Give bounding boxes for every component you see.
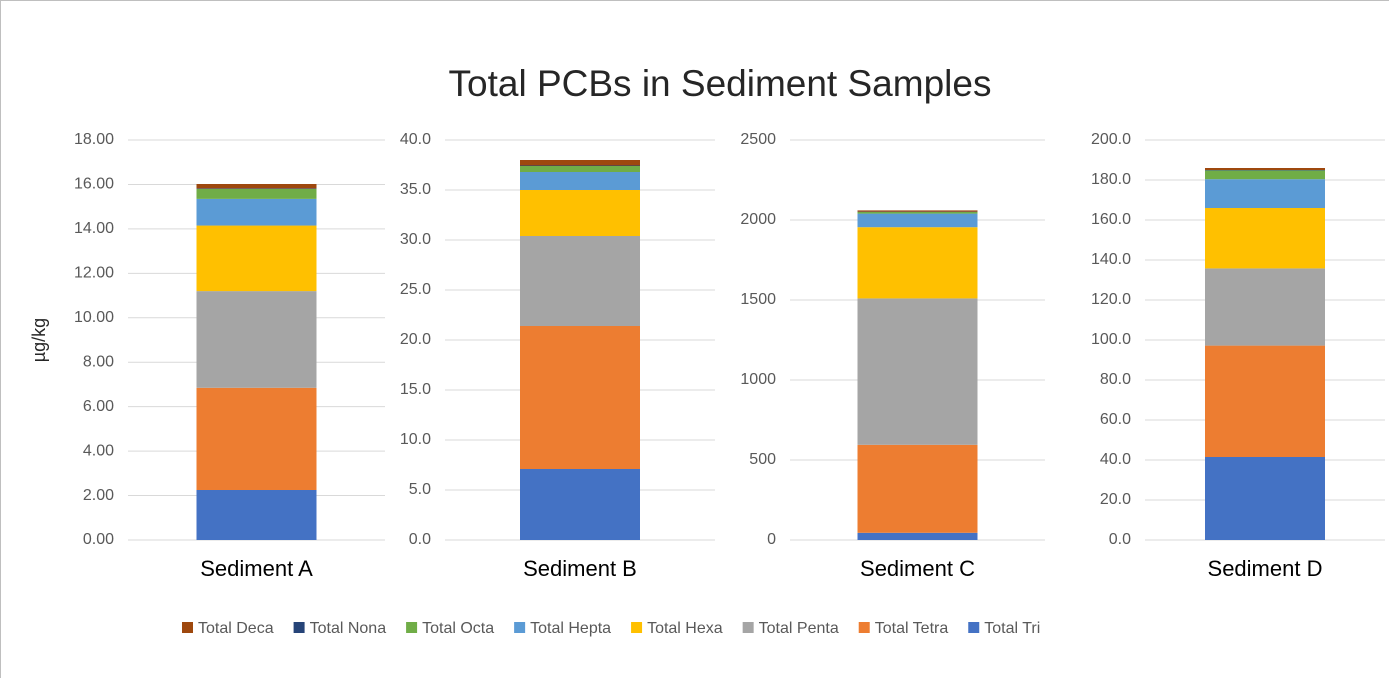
y-tick-label: 10.00	[74, 309, 114, 326]
x-tick-label: Sediment B	[523, 556, 637, 581]
y-tick-label: 8.00	[83, 353, 114, 370]
y-tick-label: 2.00	[83, 487, 114, 504]
bar-segment	[520, 469, 640, 540]
y-tick-label: 1000	[740, 371, 776, 388]
y-tick-label: 2000	[740, 211, 776, 228]
bar-segment	[1205, 179, 1325, 208]
bar-segment	[1205, 345, 1325, 457]
bar-segment	[196, 291, 317, 388]
y-tick-label: 40.0	[400, 131, 431, 148]
legend-label: Total Penta	[759, 620, 839, 637]
y-tick-label: 0	[767, 531, 776, 548]
y-tick-label: 200.0	[1091, 131, 1131, 148]
bar-segment	[857, 298, 978, 445]
bar-segment	[520, 236, 640, 326]
bar-segment	[196, 387, 317, 490]
legend-swatch	[858, 622, 870, 633]
y-tick-label: 0.00	[83, 531, 114, 548]
legend-label: Total Tetra	[875, 620, 949, 637]
y-tick-label: 25.0	[400, 281, 431, 298]
y-tick-label: 160.0	[1091, 211, 1131, 228]
bar-segment	[857, 444, 978, 533]
y-tick-label: 4.00	[83, 442, 114, 459]
bar-segment	[520, 166, 640, 172]
bar-segment	[1205, 170, 1325, 180]
y-axis-label: µg/kg	[29, 318, 49, 362]
bar-segment	[520, 190, 640, 236]
y-tick-label: 140.0	[1091, 251, 1131, 268]
y-tick-label: 100.0	[1091, 331, 1131, 348]
legend-label: Total Hepta	[530, 620, 611, 637]
y-tick-label: 180.0	[1091, 171, 1131, 188]
legend-label: Total Deca	[198, 620, 274, 637]
y-tick-label: 20.0	[1100, 491, 1131, 508]
y-tick-label: 80.0	[1100, 371, 1131, 388]
y-tick-label: 5.0	[409, 481, 431, 498]
bar-segment	[857, 212, 978, 214]
y-tick-label: 16.00	[74, 176, 114, 193]
bar-segment	[857, 213, 978, 228]
x-tick-label: Sediment D	[1208, 556, 1323, 581]
y-tick-label: 60.0	[1100, 411, 1131, 428]
y-tick-label: 15.0	[400, 381, 431, 398]
legend-swatch	[406, 622, 418, 633]
bar-segment	[1205, 457, 1325, 540]
legend-swatch	[742, 622, 754, 633]
bar-segment	[1205, 208, 1325, 269]
y-tick-label: 500	[749, 451, 776, 468]
x-tick-label: Sediment A	[200, 556, 313, 581]
bar-segment	[196, 490, 317, 540]
y-tick-label: 0.0	[1109, 531, 1131, 548]
bar-segment	[857, 227, 978, 299]
bar-segment	[1205, 168, 1325, 170]
y-tick-label: 18.00	[74, 131, 114, 148]
legend-label: Total Hexa	[647, 620, 723, 637]
bar-segment	[1205, 268, 1325, 346]
y-tick-label: 35.0	[400, 181, 431, 198]
bar-segment	[520, 165, 640, 166]
chart-title: Total PCBs in Sediment Samples	[449, 63, 992, 104]
y-tick-label: 40.0	[1100, 451, 1131, 468]
bar-segment	[196, 198, 317, 226]
x-tick-label: Sediment C	[860, 556, 975, 581]
y-tick-label: 2500	[740, 131, 776, 148]
bar-segment	[857, 210, 978, 212]
legend-swatch	[293, 622, 305, 633]
y-tick-label: 30.0	[400, 231, 431, 248]
y-tick-label: 0.0	[409, 531, 431, 548]
y-tick-label: 12.00	[74, 265, 114, 282]
legend-swatch	[514, 622, 526, 633]
bar-segment	[520, 172, 640, 190]
legend-swatch	[182, 622, 193, 633]
bar-segment	[520, 326, 640, 469]
legend-label: Total Nona	[310, 620, 387, 637]
y-tick-label: 10.0	[400, 431, 431, 448]
legend-label: Total Tri	[984, 620, 1040, 637]
y-tick-label: 14.00	[74, 220, 114, 237]
bar-segment	[520, 160, 640, 166]
y-tick-label: 20.0	[400, 331, 431, 348]
bar-segment	[196, 188, 317, 199]
y-tick-label: 120.0	[1091, 291, 1131, 308]
bar-segment	[196, 225, 317, 292]
bar-segment	[857, 532, 978, 540]
y-tick-label: 1500	[740, 291, 776, 308]
legend-label: Total Octa	[422, 620, 494, 637]
bar-segment	[196, 184, 317, 189]
legend-swatch	[968, 622, 980, 633]
legend-swatch	[631, 622, 643, 633]
y-tick-label: 6.00	[83, 398, 114, 415]
